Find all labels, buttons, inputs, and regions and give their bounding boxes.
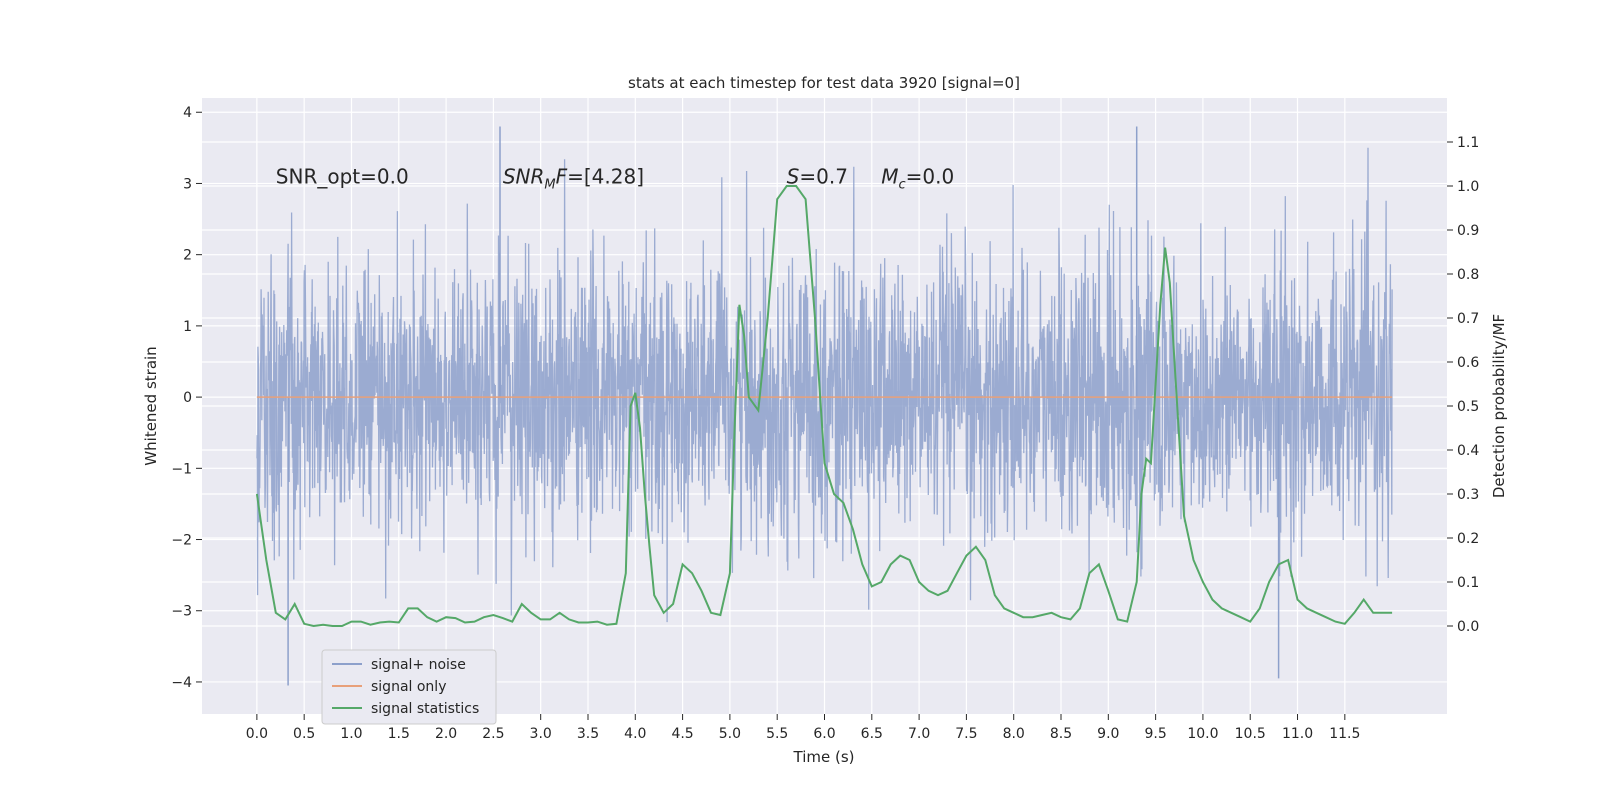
y-tick-label: 2 — [183, 248, 192, 264]
y2-tick-label: 0.1 — [1457, 575, 1479, 591]
x-tick-label: 6.0 — [813, 726, 835, 742]
annotation-2: S=0.7 — [787, 164, 848, 188]
x-tick-label: 0.5 — [293, 726, 315, 742]
x-tick-label: 11.5 — [1329, 726, 1360, 742]
y2-tick-label: 0.5 — [1457, 399, 1479, 415]
x-tick-label: 5.0 — [719, 726, 741, 742]
y2-tick-label: 1.1 — [1457, 135, 1479, 151]
annotation-0: SNR_opt=0.0 — [276, 164, 409, 188]
x-tick-label: 8.0 — [1003, 726, 1025, 742]
annotation-3: Mc=0.0 — [881, 164, 954, 192]
y-tick-label: −3 — [171, 604, 192, 620]
y2-tick-label: 0.6 — [1457, 355, 1479, 371]
y2-tick-label: 0.2 — [1457, 531, 1479, 547]
y-tick-label: 4 — [183, 105, 192, 121]
x-tick-label: 6.5 — [861, 726, 883, 742]
y-tick-label: 3 — [183, 176, 192, 192]
x-tick-label: 9.5 — [1144, 726, 1166, 742]
x-axis-title: Time (s) — [793, 748, 855, 766]
legend: signal+ noise signal only signal statist… — [321, 649, 497, 725]
y-axis-right-ticks: 0.0 0.1 0.2 0.3 0.4 0.5 0.6 0.7 0.8 0.9 1.0 1.1 — [1447, 135, 1479, 635]
y-axis-left-ticks: −4 −3 −2 −1 0 1 2 3 4 — [171, 105, 202, 691]
legend-box — [321, 649, 497, 725]
x-axis-ticks: 0.0 0.5 1.0 1.5 2.0 2.5 3.0 3.5 4.0 4.5 5.0 5.5 6.0 6… — [246, 714, 1360, 742]
y2-tick-label: 0.7 — [1457, 311, 1479, 327]
series-signal-statistics-line — [255, 185, 1393, 628]
x-tick-label: 5.5 — [766, 726, 788, 742]
x-tick-label: 9.0 — [1097, 726, 1119, 742]
x-tick-label: 1.0 — [340, 726, 362, 742]
x-tick-label: 11.0 — [1282, 726, 1313, 742]
y-axis-left-title: Whitened strain — [142, 346, 160, 465]
annotation-1: SNRMF=[4.28] — [503, 164, 644, 192]
x-tick-label: 1.5 — [388, 726, 410, 742]
x-tick-label: 2.0 — [435, 726, 457, 742]
y2-tick-label: 0.8 — [1457, 267, 1479, 283]
y-tick-label: −4 — [171, 675, 192, 691]
x-tick-label: 2.5 — [482, 726, 504, 742]
legend-label-signal-only: signal only — [371, 679, 446, 695]
y2-tick-label: 0.9 — [1457, 223, 1479, 239]
series-signal-noise-line — [256, 147, 1393, 623]
y2-tick-label: 0.4 — [1457, 443, 1479, 459]
y2-tick-label: 0.3 — [1457, 487, 1479, 503]
x-tick-label: 4.5 — [671, 726, 693, 742]
x-tick-label: 10.5 — [1235, 726, 1266, 742]
x-tick-label: 10.0 — [1187, 726, 1218, 742]
legend-label-signal-statistics: signal statistics — [371, 701, 479, 717]
annotations: SNR_opt=0.0 SNRMF=[4.28] S=0.7 Mc=0.0 — [276, 164, 954, 192]
x-tick-label: 4.0 — [624, 726, 646, 742]
chart-title: stats at each timestep for test data 392… — [628, 74, 1020, 92]
legend-label-signal-noise: signal+ noise — [371, 657, 466, 673]
y-tick-label: 1 — [183, 319, 192, 335]
x-tick-label: 7.0 — [908, 726, 930, 742]
x-tick-label: 0.0 — [246, 726, 268, 742]
y2-tick-label: 0.0 — [1457, 619, 1479, 635]
y2-tick-label: 1.0 — [1457, 179, 1479, 195]
x-tick-label: 7.5 — [955, 726, 977, 742]
x-tick-label: 3.5 — [577, 726, 599, 742]
y-tick-label: 0 — [183, 390, 192, 406]
y-tick-label: −1 — [171, 461, 192, 477]
x-tick-label: 3.0 — [530, 726, 552, 742]
data-series — [255, 126, 1393, 686]
x-tick-label: 8.5 — [1050, 726, 1072, 742]
y-axis-right-title: Detection probability/MF — [1490, 314, 1508, 498]
y-tick-label: −2 — [171, 533, 192, 549]
